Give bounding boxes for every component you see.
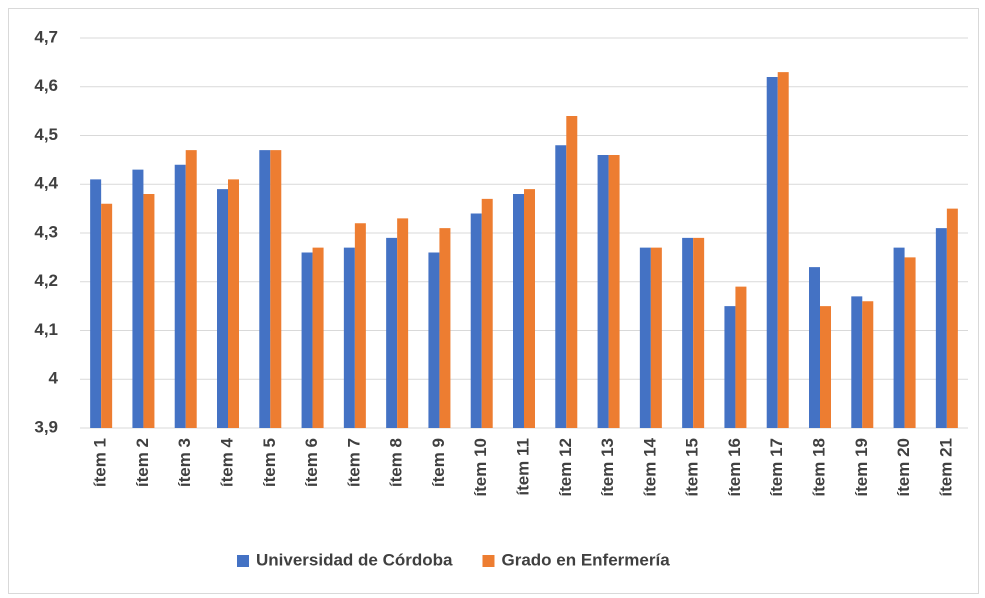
x-tick-label: ítem 5 <box>260 438 279 487</box>
x-tick-label: ítem 9 <box>429 438 448 487</box>
bar <box>185 150 197 428</box>
bar <box>566 116 578 428</box>
bar <box>893 247 905 428</box>
bar <box>301 252 313 428</box>
legend-swatch <box>482 555 495 567</box>
bar <box>724 306 736 428</box>
y-tick-label: 4,3 <box>34 222 58 241</box>
bar <box>650 247 662 428</box>
bar <box>851 296 863 428</box>
x-tick-label: ítem 18 <box>809 438 828 497</box>
x-tick-label: ítem 4 <box>217 437 236 487</box>
y-tick-label: 4,1 <box>34 320 58 339</box>
bar <box>946 208 958 428</box>
x-tick-label: ítem 10 <box>471 438 490 497</box>
x-tick-label: ítem 19 <box>852 438 871 497</box>
bar <box>682 237 694 428</box>
bar <box>904 257 916 428</box>
bar <box>354 223 366 428</box>
x-tick-label: ítem 7 <box>344 438 363 487</box>
x-tick-label: ítem 20 <box>894 438 913 497</box>
bar <box>428 252 440 428</box>
x-tick-label: ítem 8 <box>387 438 406 487</box>
x-tick-label: ítem 16 <box>725 438 744 497</box>
y-tick-label: 4,7 <box>34 27 58 46</box>
bar <box>597 155 609 428</box>
x-tick-label: ítem 13 <box>598 438 617 497</box>
bar <box>101 203 113 428</box>
bar <box>935 228 947 428</box>
bar <box>386 237 398 428</box>
x-tick-label: ítem 2 <box>133 438 152 487</box>
bar <box>777 72 789 428</box>
y-tick-label: 4,4 <box>34 174 58 193</box>
x-tick-label: ítem 12 <box>556 438 575 497</box>
bar <box>174 164 186 428</box>
legend-label: Universidad de Córdoba <box>256 550 453 569</box>
bar <box>524 189 535 428</box>
x-tick-label: ítem 1 <box>91 438 110 487</box>
bar <box>132 169 144 428</box>
bar <box>481 198 493 428</box>
x-tick-label: ítem 6 <box>302 438 321 487</box>
x-tick-label: ítem 17 <box>767 438 786 497</box>
bar <box>470 213 482 428</box>
y-tick-label: 4,6 <box>34 76 58 95</box>
x-tick-label: ítem 15 <box>683 438 702 497</box>
bar <box>90 179 102 428</box>
bar <box>513 194 524 428</box>
bar <box>312 247 324 428</box>
bar <box>439 228 451 428</box>
bar <box>555 145 567 428</box>
y-tick-label: 4 <box>49 369 59 388</box>
legend-swatch <box>237 555 249 567</box>
x-tick-label: ítem 14 <box>640 437 659 496</box>
bar <box>766 77 778 428</box>
bar <box>862 301 874 428</box>
bar <box>343 247 355 428</box>
bar <box>397 218 409 428</box>
x-tick-label: ítem 21 <box>936 438 955 497</box>
bar <box>693 237 705 428</box>
bar <box>809 267 820 428</box>
bar <box>143 194 155 428</box>
legend-label: Grado en Enfermería <box>501 550 670 569</box>
x-tick-label: ítem 3 <box>175 438 194 487</box>
y-tick-label: 3,9 <box>34 417 58 436</box>
y-tick-label: 4,2 <box>34 271 58 290</box>
bar <box>270 150 282 428</box>
bar <box>735 286 747 428</box>
bar <box>228 179 239 428</box>
bar <box>217 189 228 428</box>
bar <box>259 150 271 428</box>
bar <box>639 247 651 428</box>
y-tick-label: 4,5 <box>34 125 58 144</box>
bar <box>820 306 831 428</box>
bar <box>608 155 620 428</box>
x-tick-label: ítem 11 <box>513 438 532 496</box>
